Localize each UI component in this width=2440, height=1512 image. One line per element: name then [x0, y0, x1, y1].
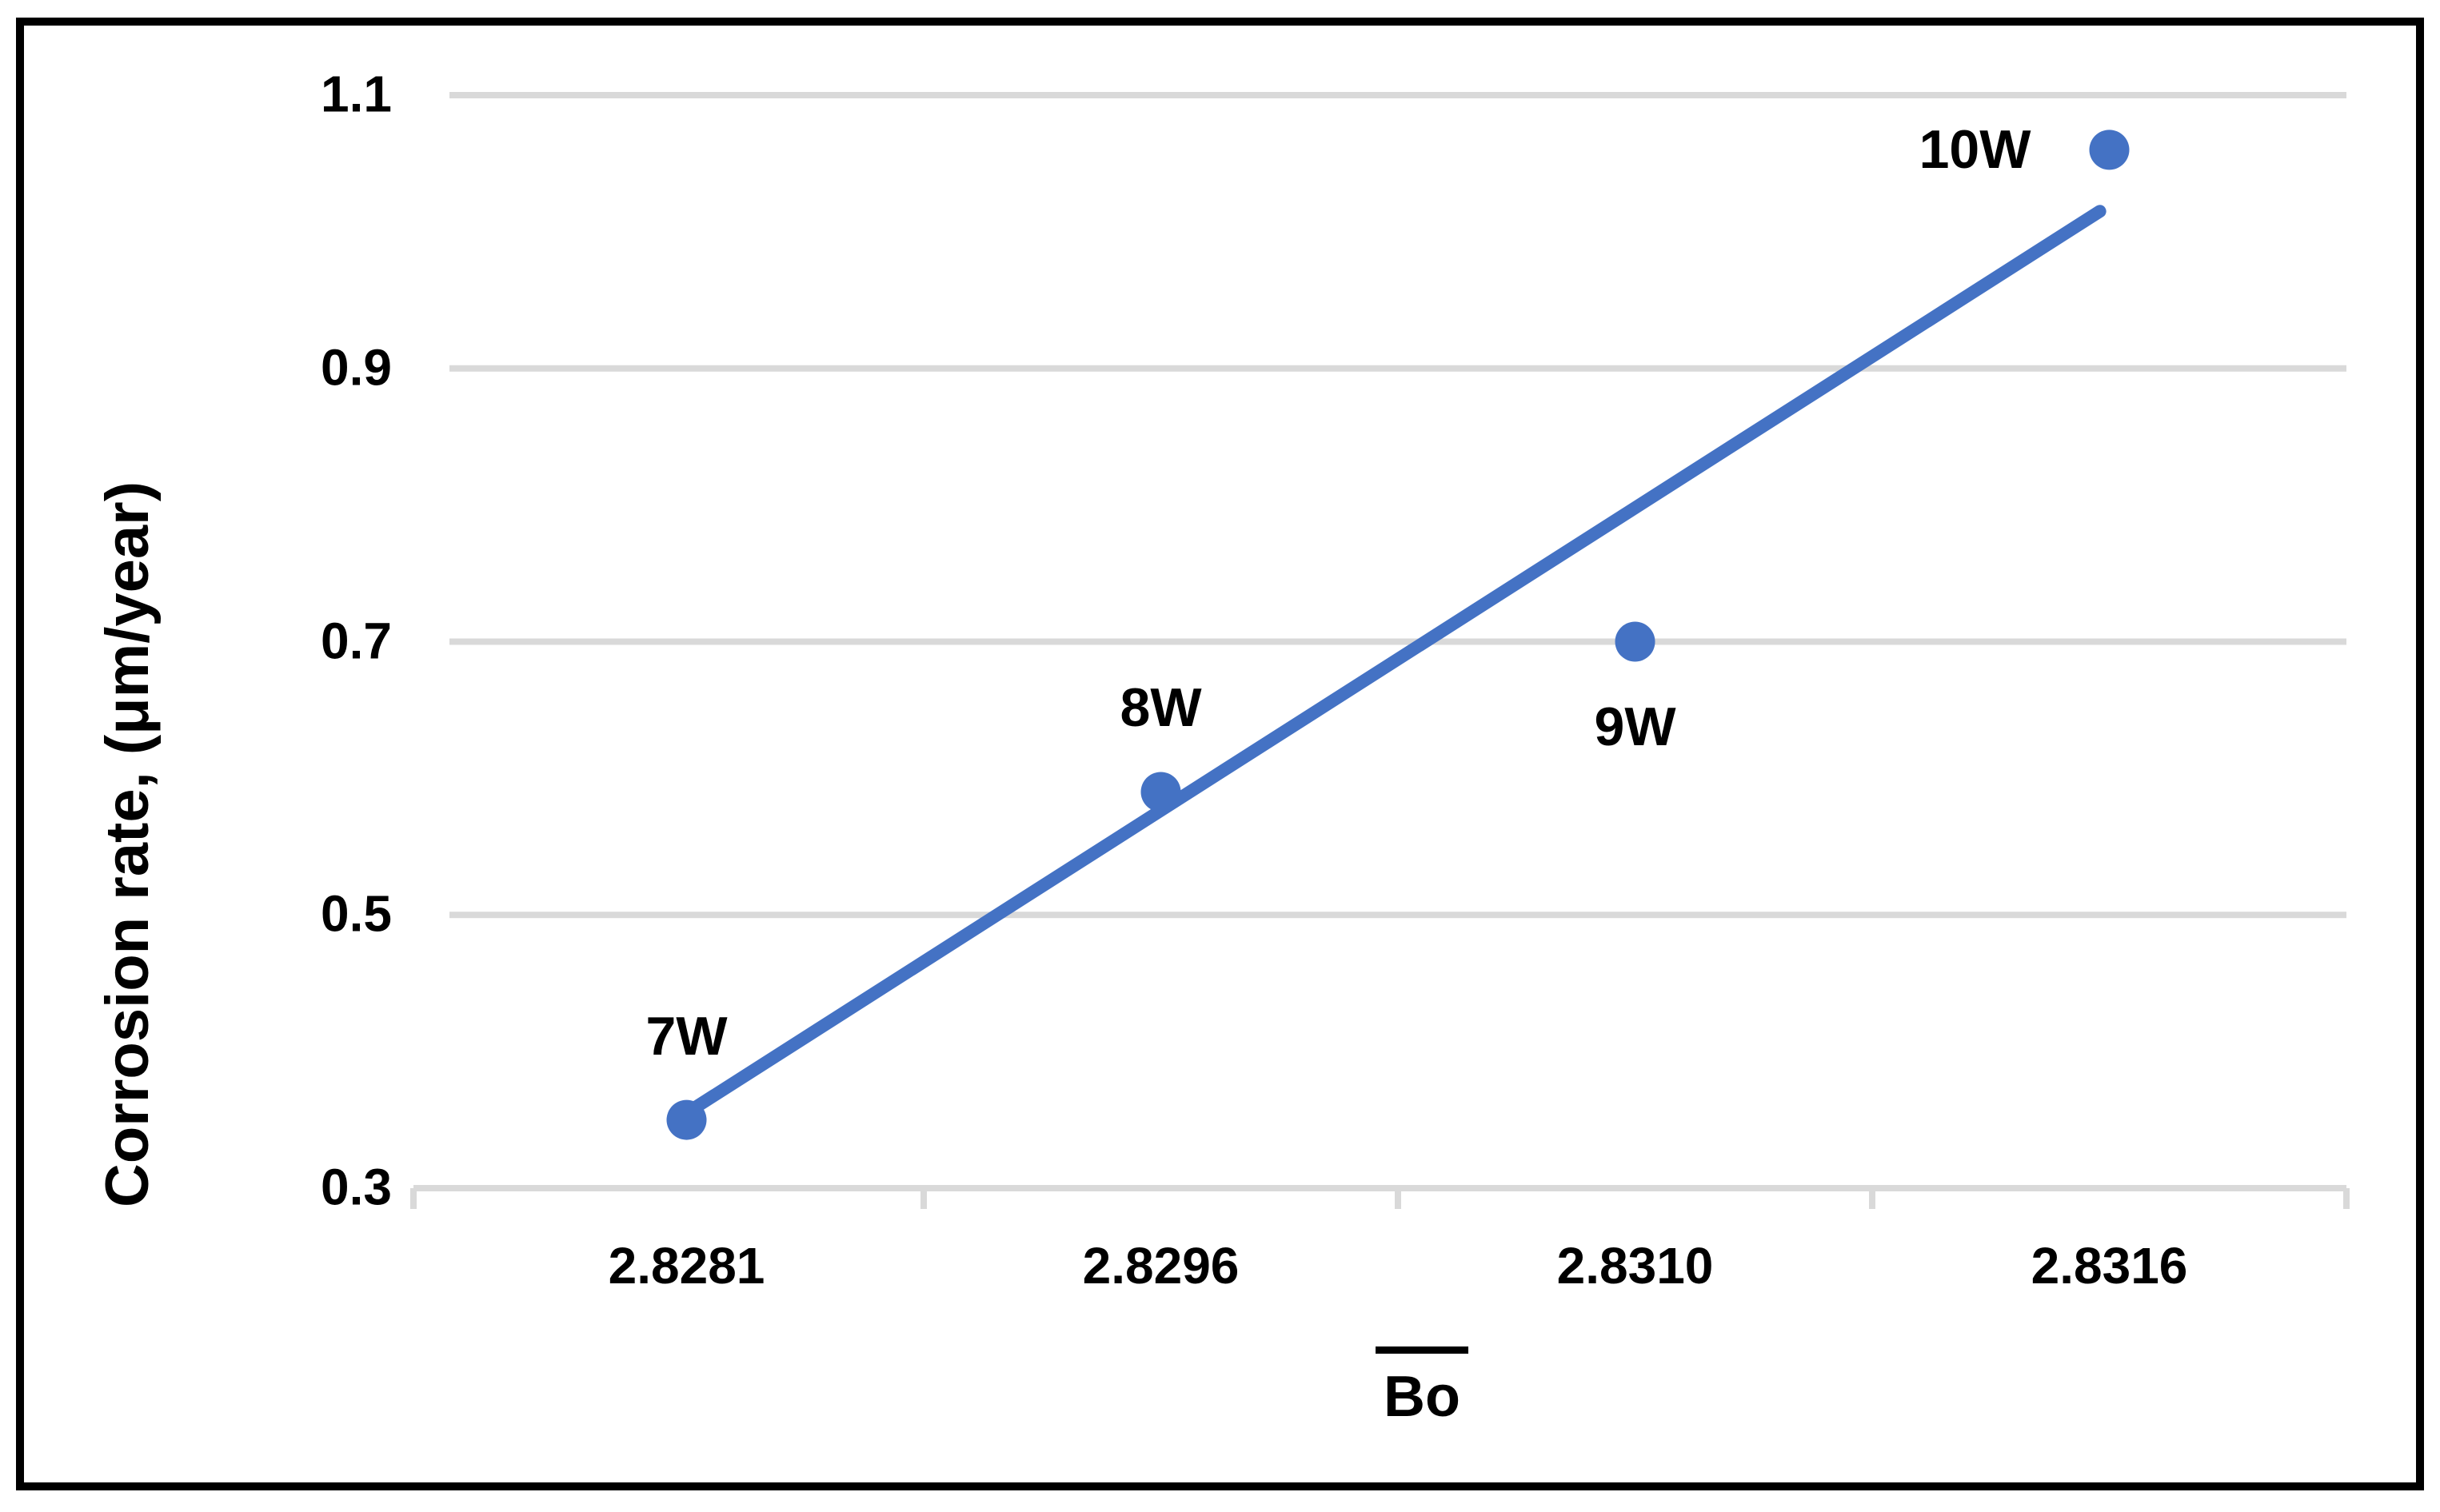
data-point-label-7W: 7W [645, 1005, 728, 1067]
data-point-8W [1140, 772, 1181, 812]
y-tick-label-0.3: 0.3 [321, 1158, 392, 1216]
y-tick-label-0.5: 0.5 [321, 884, 392, 943]
x-tick-label-2.8316: 2.8316 [2031, 1237, 2188, 1295]
data-point-9W [1615, 621, 1655, 662]
data-point-label-9W: 9W [1594, 696, 1676, 757]
x-axis-title-wrap: Bo [1376, 1346, 1468, 1426]
data-point-7W [666, 1099, 707, 1140]
y-axis-title: Corrosion rate, (μm/year) [94, 481, 162, 1208]
trendline [680, 205, 2107, 1120]
data-point-10W [2089, 130, 2130, 170]
y-tick-label-0.7: 0.7 [321, 612, 392, 670]
y-tick-label-0.9: 0.9 [321, 338, 392, 397]
x-tick-label-2.8281: 2.8281 [608, 1237, 765, 1295]
x-axis-title: Bo [1376, 1346, 1468, 1426]
chart-outer-border [16, 18, 2424, 1490]
x-tick-label-2.8296: 2.8296 [1082, 1237, 1240, 1295]
data-point-label-8W: 8W [1120, 677, 1202, 739]
y-tick-label-1.1: 1.1 [321, 65, 392, 123]
data-point-label-10W: 10W [1919, 119, 2031, 181]
x-tick-label-2.8310: 2.8310 [1556, 1237, 1714, 1295]
